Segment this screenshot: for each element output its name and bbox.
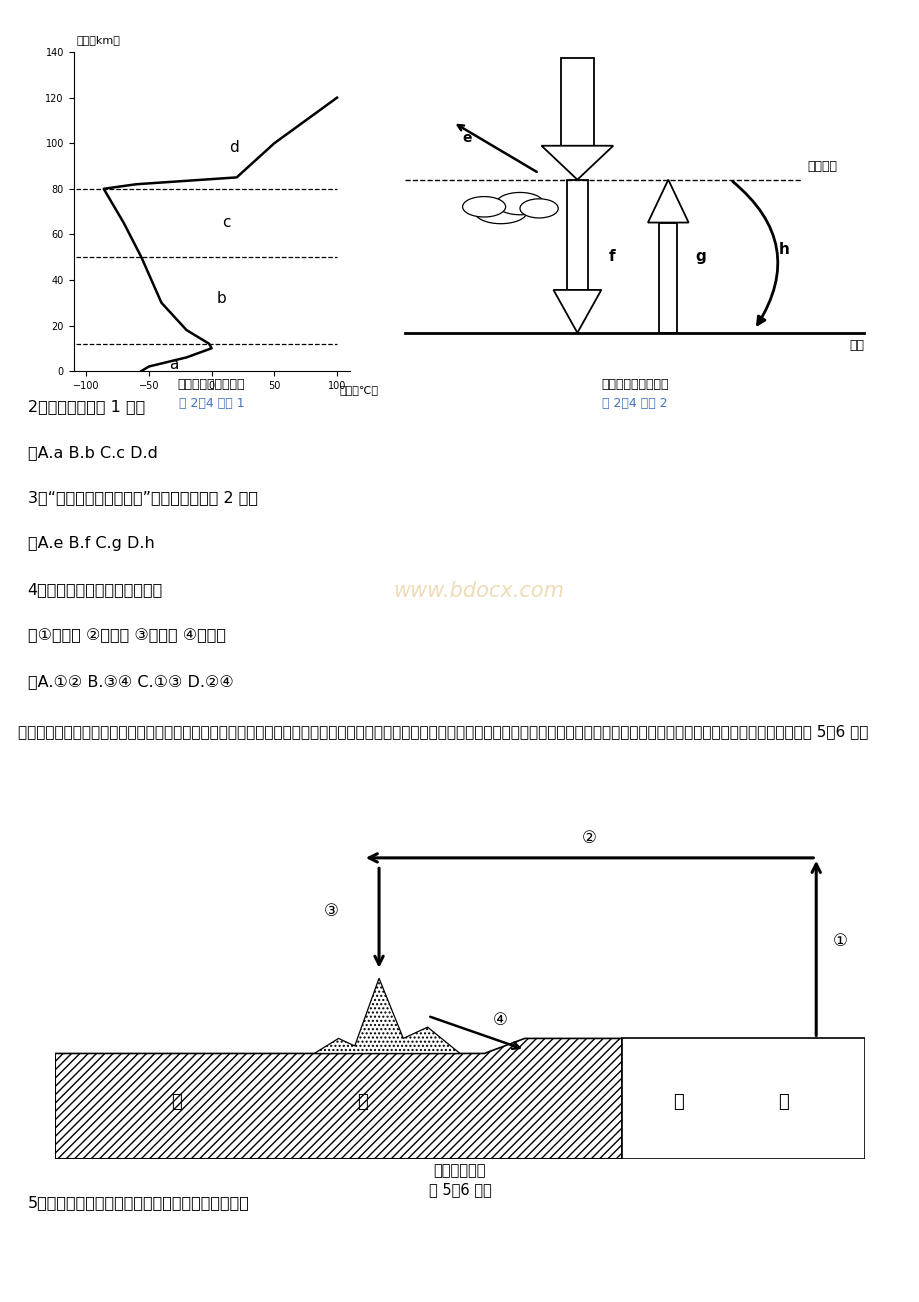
Text: A.e B.f C.g D.h: A.e B.f C.g D.h (28, 536, 154, 552)
Text: g: g (695, 249, 706, 264)
Text: ①石灰屢 ②大理屢 ③花岗屢 ④片麻屢: ①石灰屢 ②大理屢 ③花岗屢 ④片麻屢 (28, 628, 225, 643)
Polygon shape (621, 1039, 864, 1159)
Text: b: b (217, 290, 226, 306)
Polygon shape (314, 978, 460, 1053)
Text: ②: ② (582, 828, 596, 846)
Polygon shape (553, 290, 601, 333)
Text: 地面: 地面 (848, 340, 864, 352)
Text: A.a B.b C.c D.d: A.a B.b C.c D.d (28, 445, 157, 460)
FancyArrowPatch shape (732, 181, 777, 324)
Text: 洋: 洋 (777, 1094, 789, 1112)
Text: ①: ① (832, 932, 846, 949)
Text: 大气受热过程示意图: 大气受热过程示意图 (600, 378, 668, 391)
Ellipse shape (462, 197, 505, 217)
Text: 蒸馏法是加热海水使之沸腾，再把蒸汽冷凝和淡水的方法。最近，科学家研发出一种石墨烯薄膜，利用它能迅速将海水淡化。石墨烯本就存在于自然界，其一层层叠起就是石墨。结合: 蒸馏法是加热海水使之沸腾，再把蒸汽冷凝和淡水的方法。最近，科学家研发出一种石墨烯… (18, 724, 868, 740)
Polygon shape (55, 1039, 621, 1159)
Text: 水循环示意图: 水循环示意图 (433, 1163, 486, 1178)
Text: a: a (169, 357, 178, 372)
Text: 第 5、6 题图: 第 5、6 题图 (428, 1182, 491, 1198)
Text: 第 2～4 题图 2: 第 2～4 题图 2 (601, 397, 667, 410)
Text: 4．天然矿物方解石主要存在于: 4．天然矿物方解石主要存在于 (28, 582, 163, 598)
Text: 温度（℃）: 温度（℃） (339, 385, 378, 395)
Polygon shape (561, 59, 593, 146)
Polygon shape (647, 180, 687, 223)
Text: 3．“这些物质能冷却地球”主要是增大了图 2 中的: 3．“这些物质能冷却地球”主要是增大了图 2 中的 (28, 491, 257, 505)
Text: ③: ③ (323, 901, 338, 919)
Ellipse shape (495, 193, 543, 215)
Ellipse shape (519, 199, 558, 217)
Text: f: f (607, 249, 615, 264)
Text: 大气上界: 大气上界 (806, 160, 836, 173)
Text: 地: 地 (357, 1094, 368, 1112)
Text: 海: 海 (673, 1094, 683, 1112)
Polygon shape (566, 180, 587, 290)
Text: 5．蒸馏法海水淡化的过程类似于水循环示意图中的: 5．蒸馏法海水淡化的过程类似于水循环示意图中的 (28, 1195, 249, 1211)
Text: 高度（km）: 高度（km） (76, 35, 119, 46)
Text: ④: ④ (492, 1010, 506, 1029)
Text: 大气垂直分层示意图: 大气垂直分层示意图 (177, 378, 245, 391)
Text: h: h (777, 242, 789, 258)
Text: e: e (462, 130, 471, 145)
Ellipse shape (474, 199, 527, 224)
Text: c: c (222, 215, 231, 230)
Text: A.①② B.③④ C.①③ D.②④: A.①② B.③④ C.①③ D.②④ (28, 674, 233, 689)
Text: 2．平流层是指图 1 中的: 2．平流层是指图 1 中的 (28, 398, 144, 414)
Text: 第 2～4 题图 1: 第 2～4 题图 1 (178, 397, 244, 410)
Text: www.bdocx.com: www.bdocx.com (392, 581, 563, 600)
Polygon shape (541, 146, 613, 180)
Text: d: d (229, 141, 239, 155)
Polygon shape (658, 223, 676, 333)
Text: 陌: 陌 (171, 1094, 182, 1112)
